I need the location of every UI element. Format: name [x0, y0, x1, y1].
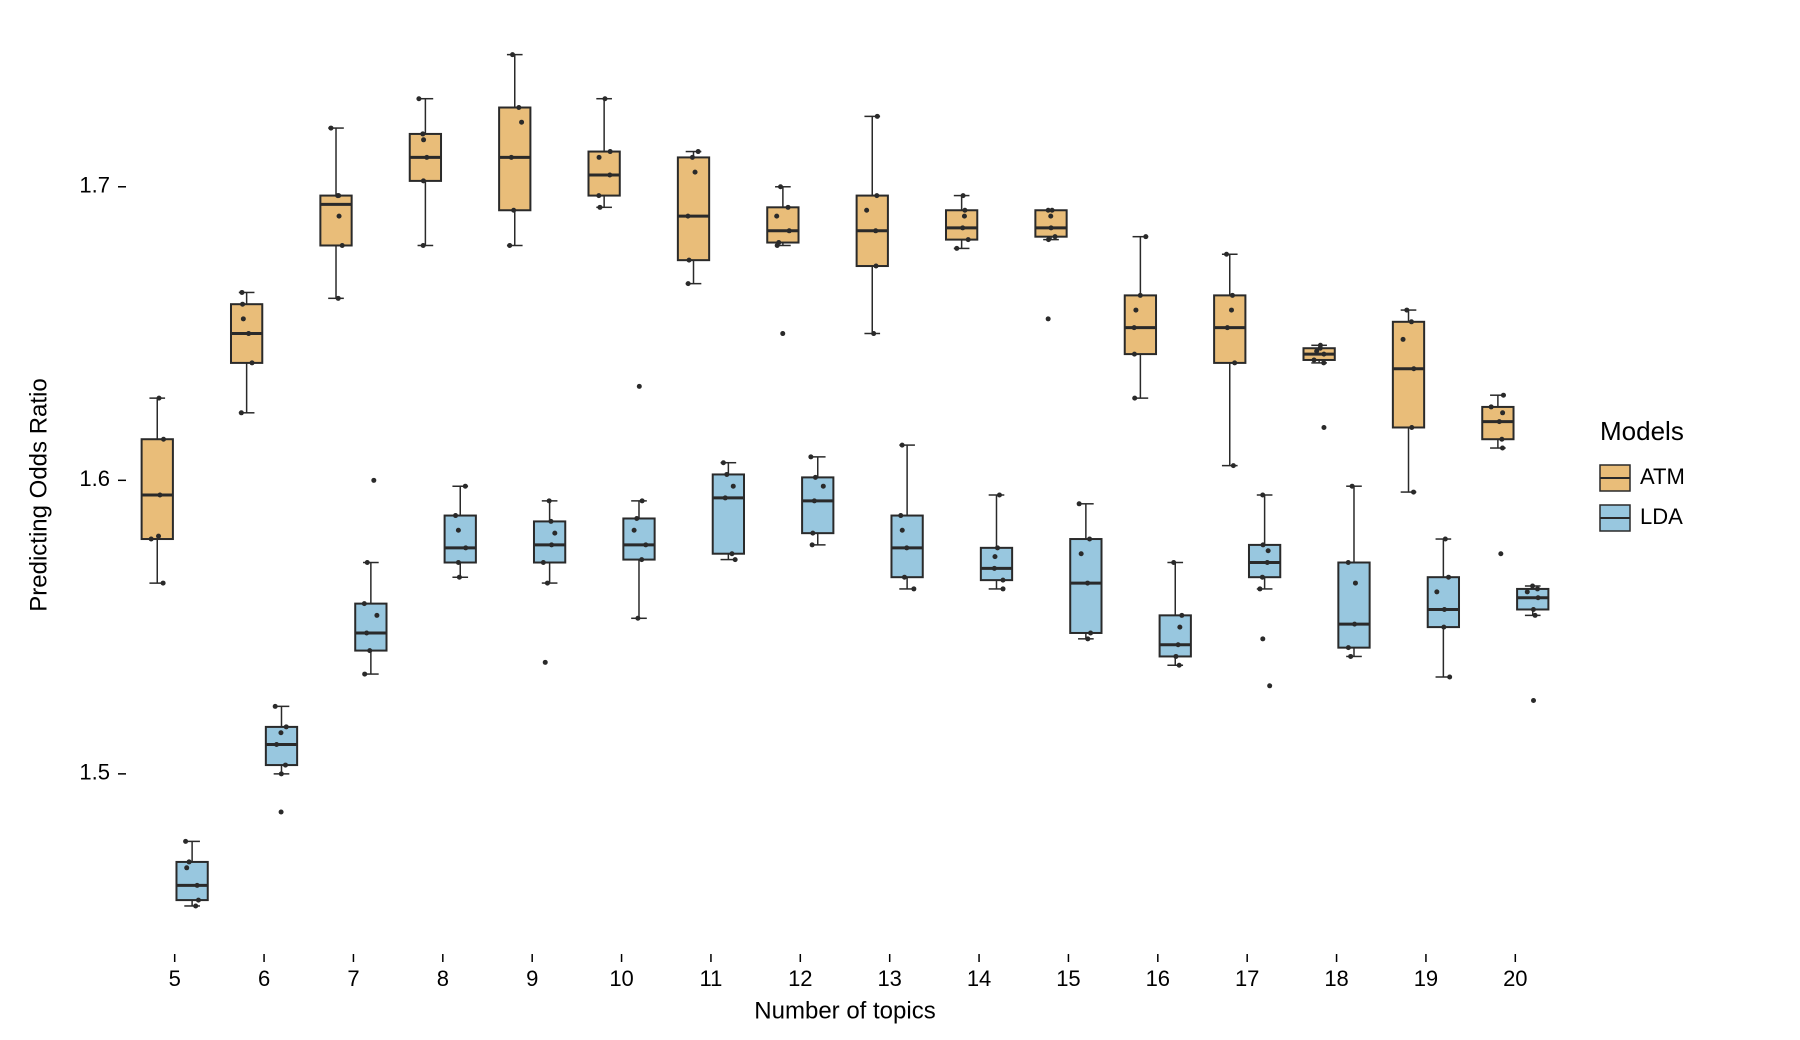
x-tick-label: 11: [700, 966, 723, 991]
y-tick-label: 1.5: [79, 760, 110, 785]
x-tick-label: 9: [526, 966, 538, 991]
x-tick-label: 20: [1503, 966, 1527, 991]
legend-label: ATM: [1640, 464, 1685, 489]
x-tick-label: 10: [609, 966, 633, 991]
legend-label: LDA: [1640, 504, 1683, 529]
chart-svg: 1.5 1.6 1.7 Predicting Odds Ratio 5 6 7 8 9 10 11 1…: [0, 0, 1800, 1040]
x-tick-label: 5: [169, 966, 181, 991]
x-tick-label: 18: [1324, 966, 1348, 991]
x-tick-label: 19: [1414, 966, 1438, 991]
y-tick-label: 1.7: [79, 173, 110, 198]
y-tick-label: 1.6: [79, 466, 110, 491]
x-tick-label: 7: [347, 966, 359, 991]
x-tick-label: 16: [1146, 966, 1170, 991]
boxplot-chart: 1.5 1.6 1.7 Predicting Odds Ratio 5 6 7 8 9 10 11 1…: [0, 0, 1800, 1040]
x-tick-label: 15: [1056, 966, 1080, 991]
y-axis-label: Predicting Odds Ratio: [25, 378, 52, 611]
legend-title: Models: [1600, 416, 1684, 446]
x-tick-label: 17: [1235, 966, 1259, 991]
x-tick-label: 13: [877, 966, 901, 991]
x-tick-label: 14: [967, 966, 991, 991]
x-tick-label: 6: [258, 966, 270, 991]
x-tick-label: 8: [437, 966, 449, 991]
x-tick-label: 12: [788, 966, 812, 991]
x-axis-label: Number of topics: [754, 997, 935, 1024]
